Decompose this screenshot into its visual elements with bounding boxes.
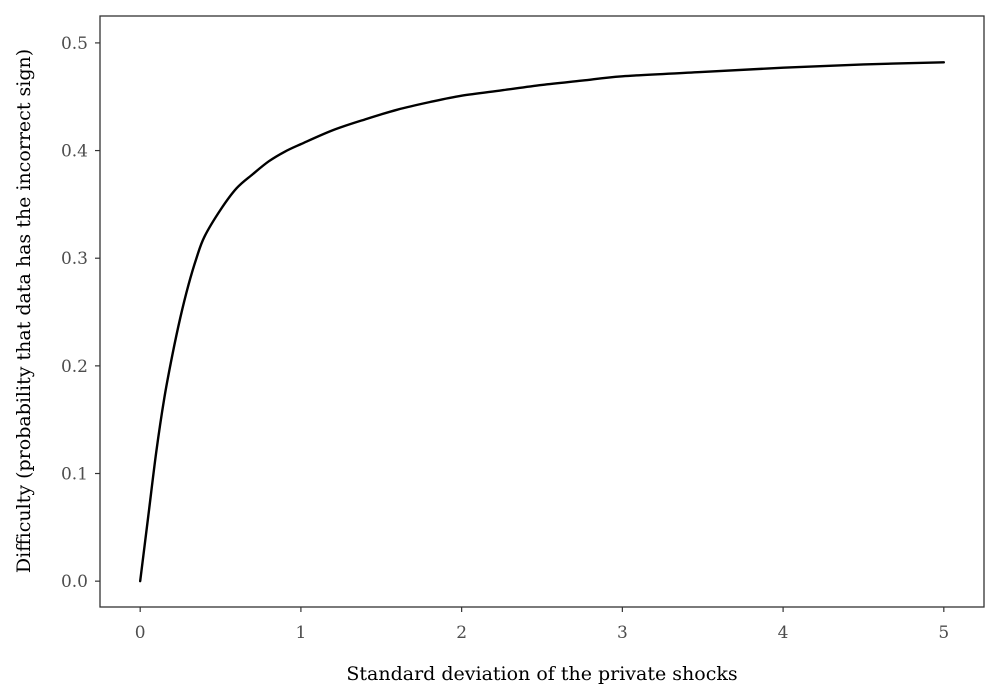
x-tick-label: 1	[295, 623, 306, 643]
x-tick-label: 5	[938, 623, 949, 643]
y-axis: 0.0 0.1 0.2 0.3 0.4 0.5	[61, 34, 100, 592]
y-tick-label: 0.1	[61, 465, 88, 485]
x-tick-label: 4	[778, 623, 789, 643]
y-axis-title: Difficulty (probability that data has th…	[13, 49, 35, 573]
y-tick-label: 0.0	[61, 572, 88, 592]
x-axis: 0 1 2 3 4 5	[135, 607, 949, 643]
x-tick-label: 2	[456, 623, 467, 643]
series-line	[138, 61, 946, 583]
y-tick-label: 0.2	[61, 357, 88, 377]
y-tick-label: 0.3	[61, 249, 88, 269]
x-tick-label: 0	[135, 623, 146, 643]
x-axis-title: Standard deviation of the private shocks	[346, 663, 737, 685]
y-tick-label: 0.5	[61, 34, 88, 54]
x-tick-label: 3	[617, 623, 628, 643]
plot-panel	[99, 15, 985, 608]
y-tick-label: 0.4	[61, 142, 88, 162]
